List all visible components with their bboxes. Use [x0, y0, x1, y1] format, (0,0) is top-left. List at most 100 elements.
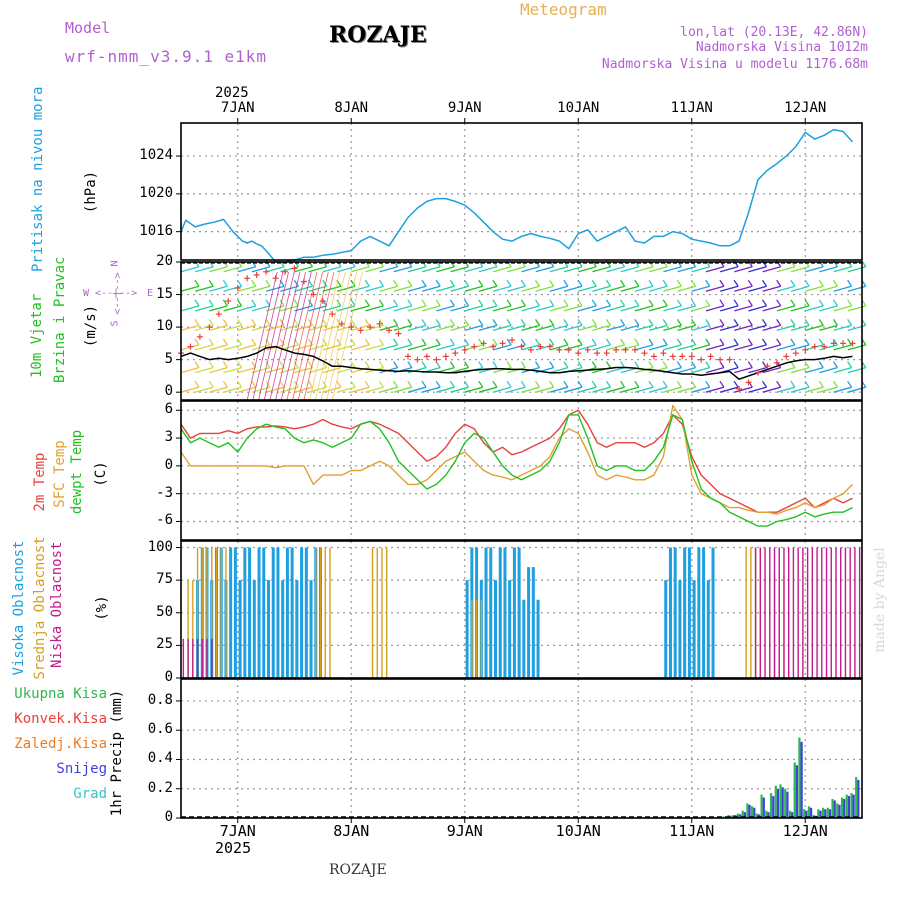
wind-barb: [847, 266, 866, 273]
snow-precip-bar: [772, 796, 775, 818]
wind-barb: [507, 285, 526, 292]
clouds-ytick-label: 0: [164, 669, 173, 685]
total-precip-bar: [807, 806, 810, 818]
wind-barb-flag: [832, 361, 838, 369]
wind-barb-flag: [435, 318, 441, 326]
wind-barb: [280, 367, 299, 374]
wind-barb-flag: [804, 338, 810, 346]
wind-barb-flag: [492, 318, 498, 326]
wind-barb-flag: [705, 318, 711, 326]
wind-barb-flag: [350, 380, 356, 388]
wind-barb: [492, 285, 512, 292]
wind-barb-flag: [577, 318, 583, 326]
wind-barb-flag: [492, 279, 498, 287]
wind-barb: [549, 285, 569, 292]
mid-cloud-bar: [480, 599, 483, 678]
wind-barb-flag: [634, 380, 640, 388]
wind-barb: [606, 324, 625, 331]
mid-cloud-bar: [201, 547, 203, 678]
wind-barb-flag: [577, 338, 583, 346]
wind-barb: [521, 386, 540, 393]
wind-barb: [634, 285, 654, 292]
high-cloud-bar: [271, 547, 275, 678]
wind-barb: [847, 305, 866, 312]
wind-barb: [663, 344, 682, 351]
wind-barb-flag: [691, 299, 697, 307]
wind-barb-flag: [208, 318, 214, 326]
wind-barb: [719, 344, 739, 351]
total-precip-bar: [798, 737, 801, 818]
wind-speed-line: [180, 345, 853, 380]
total-precip-bar: [765, 810, 768, 818]
wind-barb: [620, 305, 639, 312]
low-cloud-bar: [816, 547, 818, 678]
mid-cloud-bar: [475, 599, 478, 678]
wind-barb-flag: [804, 279, 810, 287]
wind-barb-flag: [378, 279, 384, 287]
wind-barb: [805, 367, 824, 374]
wind-barb-flag: [350, 338, 356, 346]
wind-panel-frame: [180, 261, 863, 401]
wind-barb: [223, 344, 242, 351]
wind-strong-barb: [258, 271, 289, 401]
wind-barb-flag: [776, 338, 782, 346]
wind-barb-flag: [364, 338, 370, 346]
wind-barb-flag: [790, 279, 796, 287]
high-cloud-bar: [252, 580, 256, 678]
snow-precip-bar: [791, 812, 794, 818]
wind-barb-flag: [194, 361, 200, 369]
wind-barb-flag: [648, 338, 654, 346]
temperature-ytick-label: 3: [164, 429, 173, 446]
wind-barb-flag: [605, 299, 611, 307]
wind-barb-flag: [719, 338, 725, 346]
wind-barb: [492, 386, 512, 393]
wind-barb: [450, 386, 469, 393]
wind-barb-flag: [492, 380, 498, 388]
wind-barb: [450, 344, 469, 351]
wind-barb: [478, 344, 498, 351]
snow-precip-bar: [805, 810, 808, 818]
wind-barb-flag: [790, 299, 796, 307]
wind-barb-flag: [251, 318, 257, 326]
wind-barb: [677, 285, 696, 292]
wind-barb: [790, 344, 810, 351]
snow-precip-bar: [786, 791, 789, 818]
temperature-ytick-label: 6: [164, 401, 173, 418]
wind-barb: [521, 305, 540, 312]
wind-barb: [507, 367, 526, 374]
wind-barb: [592, 386, 611, 393]
wind-barb-flag: [464, 380, 470, 388]
wind-barb: [180, 386, 200, 393]
wind-barb: [209, 386, 228, 393]
wind-barb-flag: [534, 279, 541, 287]
wind-barb-flag: [421, 279, 427, 287]
wind-barb: [322, 305, 342, 312]
wind-barb: [351, 266, 370, 273]
wind-barb: [833, 285, 852, 292]
wind-barb-flag: [194, 279, 200, 287]
wind-barb: [776, 386, 796, 393]
wind-barb-flag: [662, 299, 668, 307]
low-cloud-bar: [196, 638, 199, 678]
wind-barb-flag: [804, 361, 810, 369]
wind-barb-flag: [747, 361, 753, 369]
total-precip-bar: [755, 813, 758, 818]
snow-precip-bar: [743, 812, 746, 818]
wind-barb-flag: [761, 318, 768, 326]
wind-barb: [719, 305, 739, 312]
wind-barb: [209, 324, 228, 331]
wind-barb: [606, 266, 625, 273]
wind-barb-flag: [577, 299, 583, 307]
wind-barb-flag: [222, 318, 228, 326]
wind-barb-flag: [549, 338, 555, 346]
wind-barb-flag: [577, 361, 583, 369]
wind-barb-flag: [336, 299, 342, 307]
wind-barb: [549, 367, 569, 374]
wind-barb-flag: [804, 299, 810, 307]
low-cloud-bar: [797, 547, 799, 678]
wind-barb-flag: [676, 279, 682, 287]
wind-barb-flag: [194, 338, 200, 346]
wind-barb: [620, 324, 639, 331]
low-cloud-bar: [825, 547, 828, 678]
